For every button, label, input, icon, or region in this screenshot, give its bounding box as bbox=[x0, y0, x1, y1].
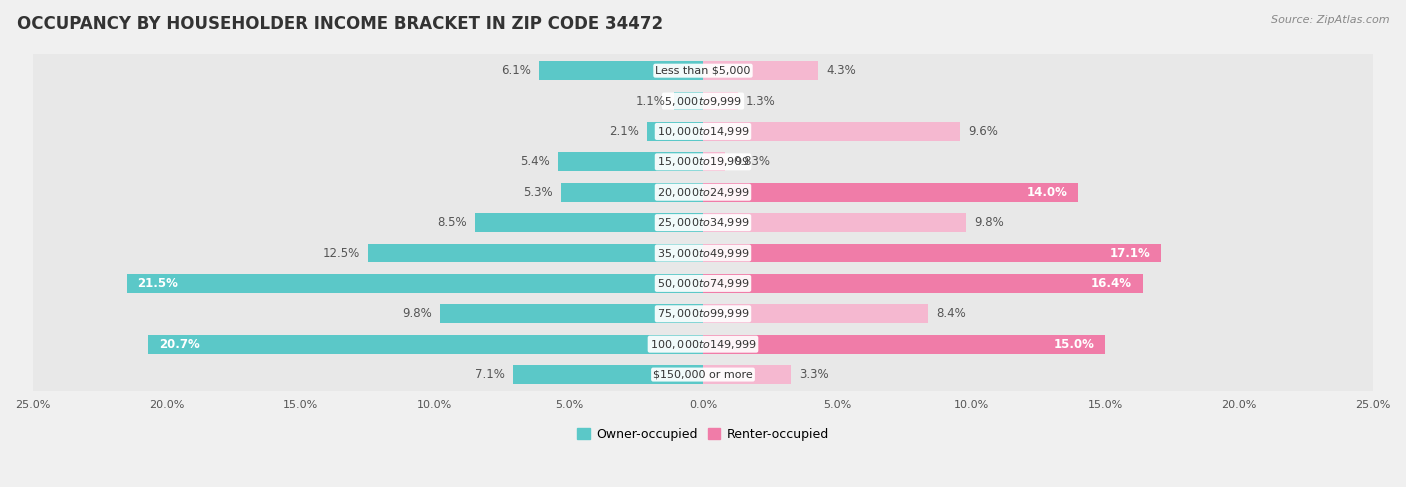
Bar bbox=[703, 152, 725, 171]
Text: 2.1%: 2.1% bbox=[609, 125, 638, 138]
FancyBboxPatch shape bbox=[18, 353, 1388, 396]
Text: $75,000 to $99,999: $75,000 to $99,999 bbox=[657, 307, 749, 320]
Bar bbox=[703, 122, 960, 141]
Text: 5.3%: 5.3% bbox=[523, 186, 553, 199]
Text: OCCUPANCY BY HOUSEHOLDER INCOME BRACKET IN ZIP CODE 34472: OCCUPANCY BY HOUSEHOLDER INCOME BRACKET … bbox=[17, 15, 664, 33]
Bar bbox=[558, 152, 703, 171]
Text: 3.3%: 3.3% bbox=[800, 368, 830, 381]
Bar bbox=[127, 274, 703, 293]
Text: 21.5%: 21.5% bbox=[138, 277, 179, 290]
Bar bbox=[647, 122, 703, 141]
Text: 9.8%: 9.8% bbox=[974, 216, 1004, 229]
FancyBboxPatch shape bbox=[18, 293, 1388, 335]
FancyBboxPatch shape bbox=[18, 201, 1388, 244]
Bar bbox=[148, 335, 703, 354]
Bar bbox=[703, 274, 1143, 293]
Text: 8.4%: 8.4% bbox=[936, 307, 966, 320]
Bar bbox=[703, 183, 1078, 202]
Text: 6.1%: 6.1% bbox=[502, 64, 531, 77]
Bar bbox=[703, 365, 792, 384]
Text: 15.0%: 15.0% bbox=[1053, 337, 1094, 351]
Text: $20,000 to $24,999: $20,000 to $24,999 bbox=[657, 186, 749, 199]
FancyBboxPatch shape bbox=[18, 80, 1388, 122]
Bar bbox=[540, 61, 703, 80]
Bar bbox=[703, 335, 1105, 354]
FancyBboxPatch shape bbox=[18, 141, 1388, 183]
Text: 17.1%: 17.1% bbox=[1109, 246, 1150, 260]
FancyBboxPatch shape bbox=[18, 110, 1388, 153]
Text: 4.3%: 4.3% bbox=[827, 64, 856, 77]
Bar bbox=[673, 92, 703, 111]
Bar bbox=[475, 213, 703, 232]
Text: Source: ZipAtlas.com: Source: ZipAtlas.com bbox=[1271, 15, 1389, 25]
Bar bbox=[561, 183, 703, 202]
Text: 0.83%: 0.83% bbox=[734, 155, 770, 169]
Text: $25,000 to $34,999: $25,000 to $34,999 bbox=[657, 216, 749, 229]
Bar bbox=[513, 365, 703, 384]
Text: Less than $5,000: Less than $5,000 bbox=[655, 66, 751, 75]
Bar bbox=[703, 244, 1161, 262]
Text: 5.4%: 5.4% bbox=[520, 155, 550, 169]
Bar bbox=[703, 61, 818, 80]
Text: 20.7%: 20.7% bbox=[159, 337, 200, 351]
Text: 9.6%: 9.6% bbox=[969, 125, 998, 138]
Text: 14.0%: 14.0% bbox=[1026, 186, 1067, 199]
Text: $150,000 or more: $150,000 or more bbox=[654, 370, 752, 379]
Text: 8.5%: 8.5% bbox=[437, 216, 467, 229]
Text: $5,000 to $9,999: $5,000 to $9,999 bbox=[664, 94, 742, 108]
Text: 16.4%: 16.4% bbox=[1091, 277, 1132, 290]
Text: $100,000 to $149,999: $100,000 to $149,999 bbox=[650, 337, 756, 351]
Bar bbox=[703, 92, 738, 111]
Text: $15,000 to $19,999: $15,000 to $19,999 bbox=[657, 155, 749, 169]
FancyBboxPatch shape bbox=[18, 323, 1388, 365]
Text: 12.5%: 12.5% bbox=[322, 246, 360, 260]
Bar bbox=[440, 304, 703, 323]
Text: 1.1%: 1.1% bbox=[636, 94, 665, 108]
Text: 9.8%: 9.8% bbox=[402, 307, 432, 320]
FancyBboxPatch shape bbox=[18, 171, 1388, 213]
Legend: Owner-occupied, Renter-occupied: Owner-occupied, Renter-occupied bbox=[572, 423, 834, 446]
Bar bbox=[703, 304, 928, 323]
Text: 1.3%: 1.3% bbox=[747, 94, 776, 108]
FancyBboxPatch shape bbox=[18, 262, 1388, 305]
Text: $10,000 to $14,999: $10,000 to $14,999 bbox=[657, 125, 749, 138]
FancyBboxPatch shape bbox=[18, 232, 1388, 274]
Bar bbox=[368, 244, 703, 262]
Bar bbox=[703, 213, 966, 232]
Text: 7.1%: 7.1% bbox=[475, 368, 505, 381]
Text: $35,000 to $49,999: $35,000 to $49,999 bbox=[657, 246, 749, 260]
Text: $50,000 to $74,999: $50,000 to $74,999 bbox=[657, 277, 749, 290]
FancyBboxPatch shape bbox=[18, 49, 1388, 92]
